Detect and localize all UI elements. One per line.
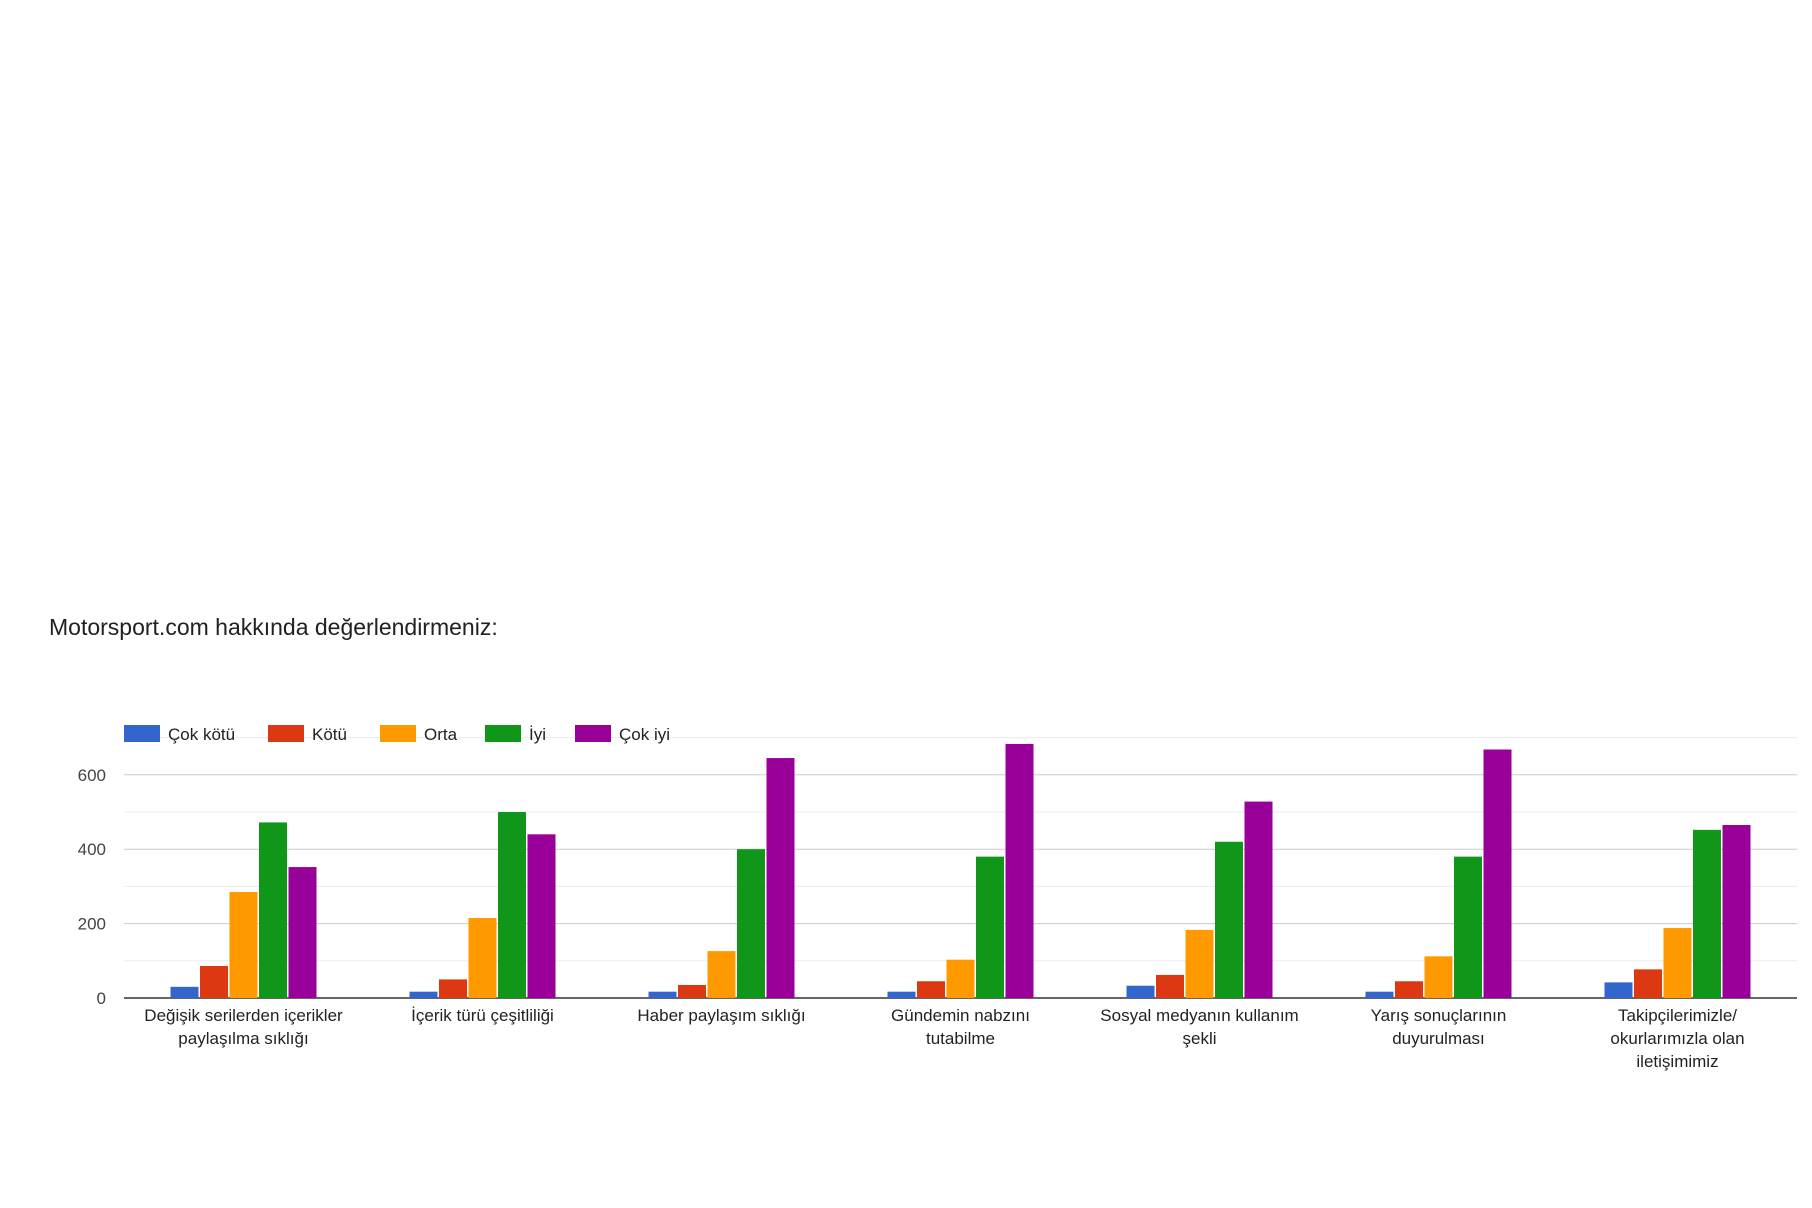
bar xyxy=(946,959,975,998)
legend-label: Çok kötü xyxy=(168,725,235,744)
bar xyxy=(678,984,706,998)
x-tick-label: Sosyal medyanın kullanım xyxy=(1100,1006,1298,1025)
y-tick-label: 0 xyxy=(97,989,106,1008)
bar xyxy=(200,966,228,998)
bar xyxy=(259,822,287,998)
legend-label: Çok iyi xyxy=(619,725,670,744)
y-tick-label: 200 xyxy=(78,915,106,934)
bar xyxy=(1005,743,1034,998)
x-tick-label: İçerik türü çeşitliliği xyxy=(411,1006,554,1025)
legend-label: İyi xyxy=(529,725,546,744)
y-axis-ticks: 0 200 400 600 xyxy=(78,766,106,1008)
legend-label: Orta xyxy=(424,725,458,744)
bar xyxy=(1483,749,1512,998)
bar xyxy=(1663,928,1692,998)
bar xyxy=(1126,985,1155,998)
bar xyxy=(766,758,795,998)
bar xyxy=(1365,991,1394,998)
bar xyxy=(648,991,677,998)
bar xyxy=(170,986,199,998)
bar xyxy=(1722,825,1751,998)
bar xyxy=(1634,969,1662,998)
x-tick-label: okurlarımızla olan xyxy=(1610,1029,1744,1048)
bar xyxy=(1693,829,1721,998)
x-tick-label: duyurulması xyxy=(1392,1029,1485,1048)
bar xyxy=(527,834,556,998)
bar xyxy=(1156,974,1184,998)
bar xyxy=(498,812,526,998)
bar xyxy=(468,918,497,998)
bar xyxy=(1424,956,1453,998)
legend-swatch xyxy=(124,725,160,742)
x-tick-label: Gündemin nabzını xyxy=(891,1006,1030,1025)
y-tick-label: 600 xyxy=(78,766,106,785)
x-tick-label: Değişik serilerden içerikler xyxy=(144,1006,343,1025)
bar xyxy=(917,981,945,998)
bar xyxy=(1244,801,1273,998)
bars xyxy=(170,743,1751,998)
legend-swatch xyxy=(485,725,521,742)
bar xyxy=(1454,856,1482,998)
legend-label: Kötü xyxy=(312,725,347,744)
gridlines xyxy=(124,737,1797,999)
bar xyxy=(1604,982,1633,998)
bar xyxy=(1215,841,1243,998)
x-axis-labels: Değişik serilerden içerikler paylaşılma s… xyxy=(144,1006,1744,1071)
bar xyxy=(1185,929,1214,998)
bar xyxy=(976,856,1004,998)
legend-swatch xyxy=(268,725,304,742)
legend-swatch xyxy=(575,725,611,742)
bar xyxy=(439,979,467,998)
x-tick-label: Haber paylaşım sıklığı xyxy=(637,1006,805,1025)
chart-title: Motorsport.com hakkında değerlendirmeniz… xyxy=(49,614,498,640)
x-tick-label: Yarış sonuçlarının xyxy=(1371,1006,1507,1025)
y-tick-label: 400 xyxy=(78,840,106,859)
bar xyxy=(707,951,736,998)
bar xyxy=(887,991,916,998)
bar xyxy=(409,991,438,998)
x-tick-label: paylaşılma sıklığı xyxy=(178,1029,308,1048)
x-tick-label: iletişimimiz xyxy=(1636,1052,1718,1071)
legend: Çok kötü Kötü Orta İyi Çok iyi xyxy=(124,725,670,744)
x-tick-label: tutabilme xyxy=(926,1029,995,1048)
bar xyxy=(229,891,258,998)
bar xyxy=(737,849,765,998)
legend-swatch xyxy=(380,725,416,742)
bar xyxy=(1395,981,1423,998)
x-tick-label: şekli xyxy=(1182,1029,1216,1048)
bar xyxy=(288,867,317,998)
x-tick-label: Takipçilerimizle/ xyxy=(1618,1006,1737,1025)
